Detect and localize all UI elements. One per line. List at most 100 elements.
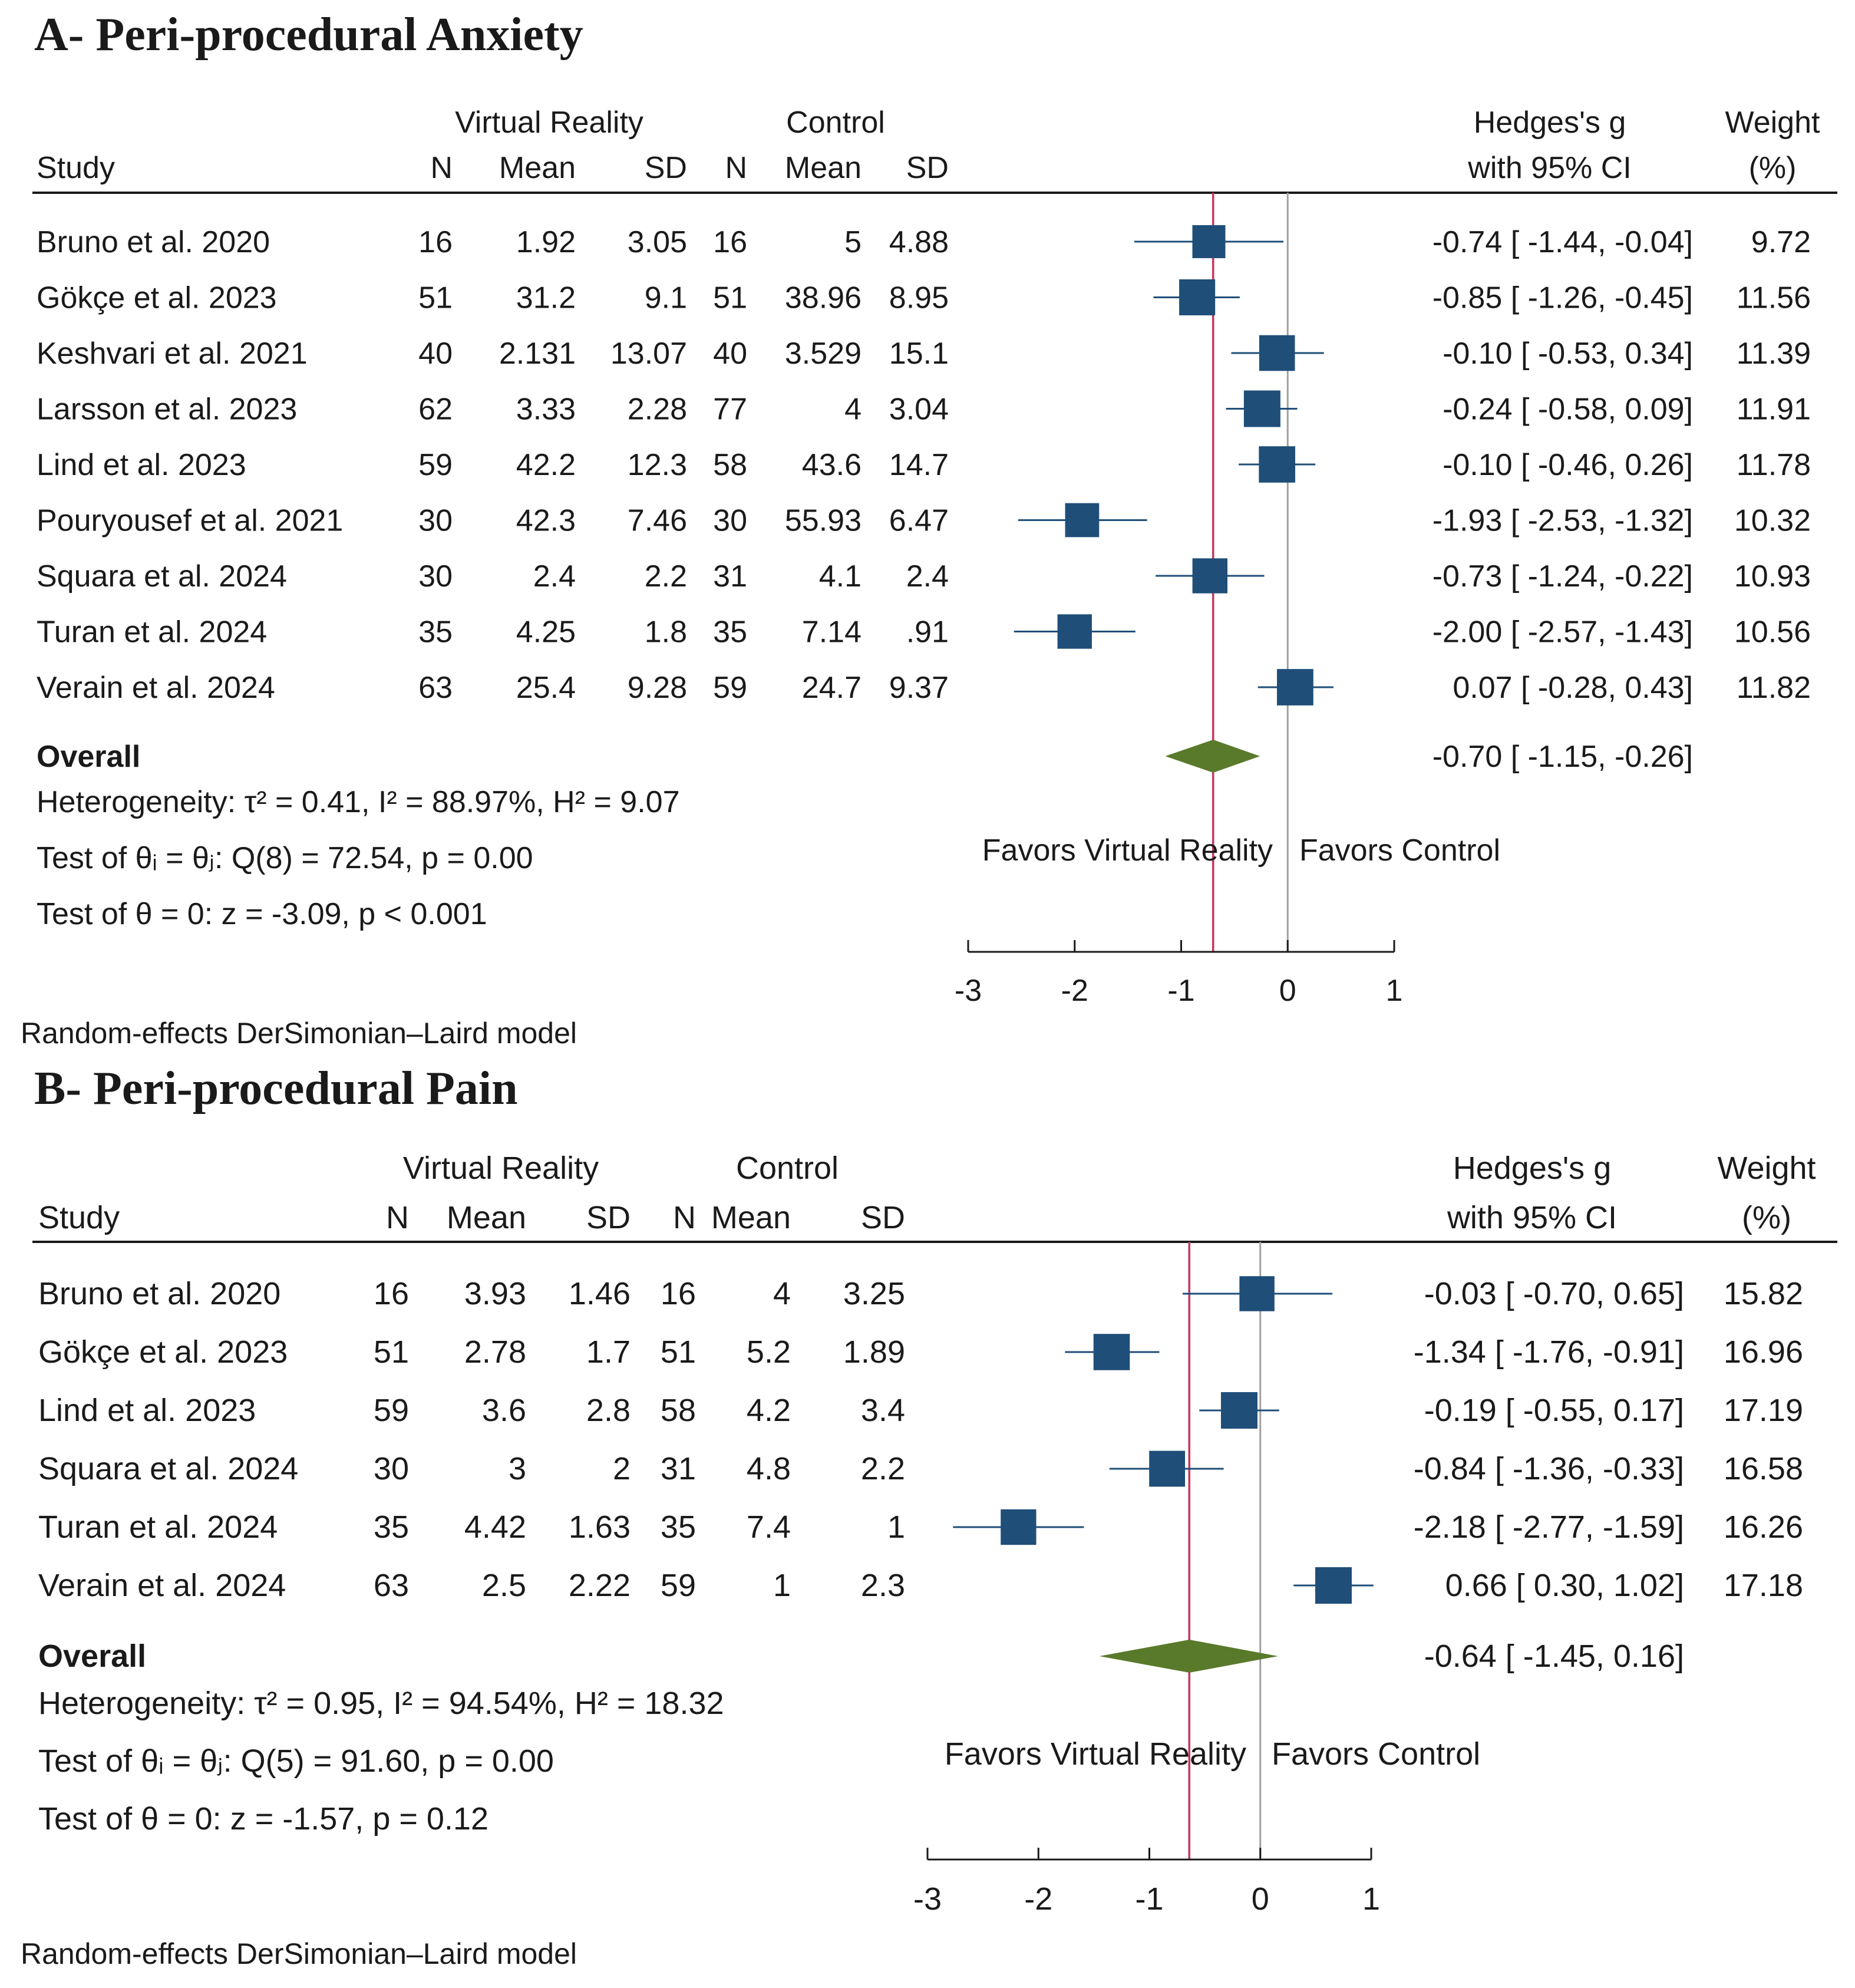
header-group-vr: Virtual Reality bbox=[455, 106, 643, 140]
vr-mean: 3.33 bbox=[516, 393, 576, 427]
control-n: 51 bbox=[713, 281, 747, 315]
effect-marker bbox=[1093, 1334, 1130, 1370]
study-row: Turan et al. 2024 35 4.25 1.8 35 7.14 .91 -2.00… bbox=[37, 614, 1811, 650]
panel-title: A- Peri-procedural Anxiety bbox=[34, 9, 583, 61]
header-n-control: N bbox=[725, 151, 747, 185]
vr-n: 59 bbox=[418, 448, 453, 482]
study-name: Lind et al. 2023 bbox=[37, 448, 246, 482]
effect-marker bbox=[1149, 1450, 1186, 1487]
control-sd: 1.89 bbox=[843, 1334, 905, 1370]
weight-label: 10.32 bbox=[1734, 504, 1811, 538]
effect-marker bbox=[1259, 446, 1296, 483]
study-name: Larsson et al. 2023 bbox=[37, 393, 297, 427]
x-tick-label: 0 bbox=[1252, 1881, 1269, 1917]
header-sd-vr: SD bbox=[586, 1200, 631, 1235]
effect-ci-label: -0.19 [ -0.55, 0.17] bbox=[1424, 1393, 1684, 1428]
effect-ci-label: -0.73 [ -1.24, -0.22] bbox=[1432, 559, 1693, 594]
vr-mean: 42.2 bbox=[516, 448, 576, 482]
header-group-control: Control bbox=[736, 1150, 839, 1186]
weight-label: 10.56 bbox=[1734, 615, 1811, 650]
weight-label: 11.91 bbox=[1737, 393, 1811, 427]
control-mean: 4.2 bbox=[747, 1393, 791, 1428]
weight-label: 11.82 bbox=[1737, 671, 1811, 705]
x-tick-label: -2 bbox=[1024, 1881, 1052, 1917]
weight-label: 16.58 bbox=[1724, 1451, 1803, 1486]
weight-label: 15.82 bbox=[1724, 1276, 1803, 1311]
study-row: Pouryousef et al. 2021 30 42.3 7.46 30 55.93 6… bbox=[37, 503, 1811, 538]
overall-diamond bbox=[1165, 740, 1260, 773]
effect-ci-label: 0.66 [ 0.30, 1.02] bbox=[1445, 1568, 1684, 1603]
study-row: Squara et al. 2024 30 2.4 2.2 31 4.1 2.4 -0.73 … bbox=[37, 558, 1811, 594]
x-tick-label: 1 bbox=[1362, 1881, 1380, 1917]
control-n: 59 bbox=[713, 671, 747, 705]
forest-panel-anxiety: A- Peri-procedural Anxiety Virtual Realit… bbox=[21, 9, 1837, 1050]
control-sd: 2.4 bbox=[906, 559, 949, 594]
control-sd: 3.04 bbox=[889, 393, 949, 427]
control-mean: 5 bbox=[844, 225, 862, 259]
weight-label: 11.78 bbox=[1737, 448, 1811, 482]
control-sd: 2.3 bbox=[861, 1568, 905, 1603]
overall-label: Overall bbox=[37, 740, 140, 774]
study-row: Squara et al. 2024 30 3 2 31 4.8 2.2 -0.84 [ -1… bbox=[38, 1450, 1803, 1487]
control-mean: 43.6 bbox=[802, 448, 862, 482]
study-name: Bruno et al. 2020 bbox=[38, 1276, 280, 1311]
header-sd-control: SD bbox=[861, 1200, 905, 1235]
header-mean-vr: Mean bbox=[499, 151, 576, 185]
heterogeneity-stat: Test of θ = 0: z = -3.09, p < 0.001 bbox=[37, 897, 487, 931]
study-row: Lind et al. 2023 59 42.2 12.3 58 43.6 14.7 -0.1… bbox=[37, 446, 1811, 483]
control-n: 16 bbox=[661, 1276, 696, 1311]
study-row: Gökçe et al. 2023 51 31.2 9.1 51 38.96 8.95 -0.… bbox=[37, 279, 1811, 316]
heterogeneity-stat: Test of θᵢ = θⱼ: Q(8) = 72.54, p = 0.00 bbox=[37, 841, 533, 875]
study-row: Lind et al. 2023 59 3.6 2.8 58 4.2 3.4 -0.19 [ … bbox=[38, 1392, 1803, 1429]
vr-mean: 3 bbox=[509, 1451, 526, 1486]
study-row: Verain et al. 2024 63 2.5 2.22 59 1 2.3 0.66 [ … bbox=[38, 1567, 1803, 1604]
x-tick-label: -2 bbox=[1061, 974, 1088, 1008]
effect-marker bbox=[1243, 390, 1280, 427]
effect-marker bbox=[1065, 503, 1100, 538]
effect-ci-label: -1.34 [ -1.76, -0.91] bbox=[1414, 1334, 1684, 1370]
vr-mean: 2.4 bbox=[533, 559, 576, 594]
overall-ci-label: -0.64 [ -1.45, 0.16] bbox=[1424, 1638, 1684, 1674]
study-name: Verain et al. 2024 bbox=[37, 671, 275, 705]
study-name: Lind et al. 2023 bbox=[38, 1393, 256, 1428]
x-tick-label: -3 bbox=[913, 1881, 942, 1917]
header-study: Study bbox=[37, 151, 115, 185]
control-mean: 5.2 bbox=[747, 1334, 791, 1370]
vr-mean: 3.6 bbox=[482, 1393, 526, 1428]
vr-sd: 1.46 bbox=[569, 1276, 631, 1311]
study-row: Bruno et al. 2020 16 3.93 1.46 16 4 3.25 -0.03 … bbox=[38, 1276, 1803, 1311]
control-sd: 3.4 bbox=[861, 1393, 905, 1428]
vr-n: 63 bbox=[418, 671, 453, 705]
study-row: Turan et al. 2024 35 4.42 1.63 35 7.4 1 -2.18 [… bbox=[38, 1509, 1803, 1545]
effect-marker bbox=[1001, 1509, 1037, 1545]
control-n: 59 bbox=[661, 1568, 696, 1603]
x-tick-label: 0 bbox=[1279, 974, 1296, 1008]
effect-ci-label: -2.00 [ -2.57, -1.43] bbox=[1432, 615, 1693, 650]
effect-ci-label: 0.07 [ -0.28, 0.43] bbox=[1453, 671, 1693, 705]
control-n: 40 bbox=[713, 337, 747, 371]
control-mean: 4.1 bbox=[819, 559, 862, 594]
effect-marker bbox=[1315, 1567, 1352, 1604]
header-weight-line2: (%) bbox=[1742, 1200, 1791, 1235]
heterogeneity-stat: Test of θᵢ = θⱼ: Q(5) = 91.60, p = 0.00 bbox=[38, 1743, 554, 1779]
control-sd: 2.2 bbox=[861, 1451, 905, 1486]
study-name: Turan et al. 2024 bbox=[38, 1509, 278, 1545]
favors-right-label: Favors Control bbox=[1299, 833, 1500, 868]
vr-sd: 3.05 bbox=[628, 225, 687, 259]
control-n: 30 bbox=[713, 504, 747, 538]
vr-sd: 13.07 bbox=[610, 337, 687, 371]
control-sd: 4.88 bbox=[889, 225, 949, 259]
effect-marker bbox=[1057, 614, 1092, 649]
header-n-control: N bbox=[673, 1200, 696, 1235]
vr-sd: 1.63 bbox=[569, 1509, 631, 1545]
study-name: Turan et al. 2024 bbox=[37, 615, 267, 650]
control-n: 58 bbox=[713, 448, 747, 482]
control-n: 31 bbox=[713, 559, 747, 594]
control-sd: .91 bbox=[906, 615, 949, 650]
x-tick-label: -3 bbox=[955, 974, 982, 1008]
header-weight-line2: (%) bbox=[1749, 151, 1797, 185]
favors-left-label: Favors Virtual Reality bbox=[982, 833, 1273, 868]
vr-mean: 42.3 bbox=[516, 504, 576, 538]
vr-sd: 2.2 bbox=[645, 559, 687, 594]
